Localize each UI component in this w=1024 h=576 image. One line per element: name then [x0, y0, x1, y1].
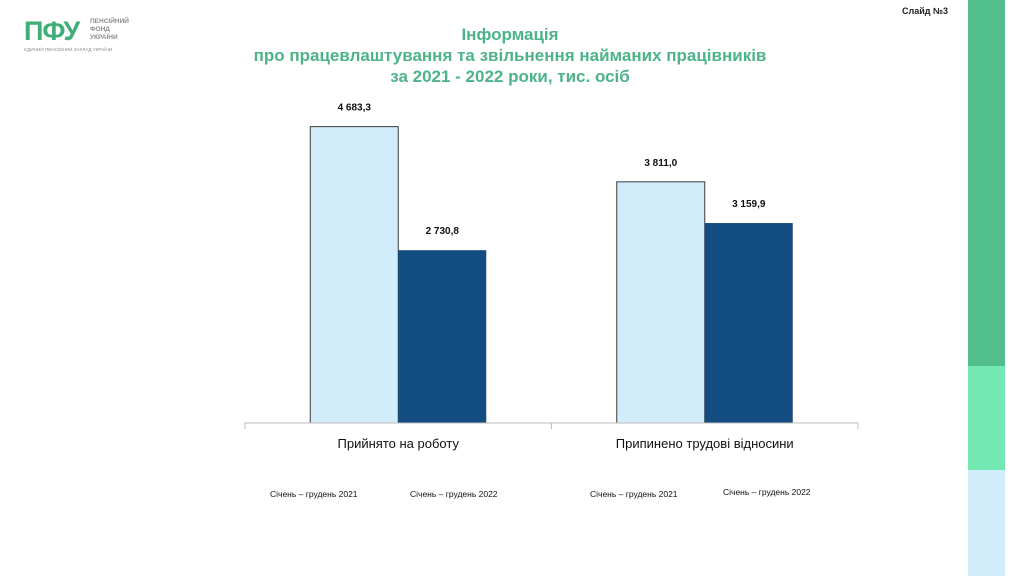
chart-title: Інформація про працевлаштування та звіль…: [210, 24, 810, 87]
legend-label-2021: Січень – грудень 2021: [270, 489, 358, 499]
category-label: Прийнято на роботу: [338, 436, 460, 451]
data-label: 3 159,9: [732, 199, 766, 210]
logo-subtitle: ЄДИНИЙ ПЕНСІЙНИЙ ЗАКЛАД УКРАЇНИ: [24, 47, 113, 52]
logo-word: ФОНД: [90, 26, 110, 33]
data-label: 3 811,0: [644, 158, 677, 169]
bar: [309, 126, 399, 424]
side-stripe-top: [968, 0, 1005, 366]
data-label: 2 730,8: [426, 226, 460, 237]
side-stripe-middle: [968, 366, 1005, 470]
bar: [398, 250, 487, 423]
bar: [616, 181, 706, 424]
logo-word: УКРАЇНИ: [90, 34, 118, 41]
data-label: 4 683,3: [338, 103, 372, 114]
pfu-logo: ПФУ ПЕНСІЙНИЙ ФОНД УКРАЇНИ ЄДИНИЙ ПЕНСІЙ…: [24, 16, 140, 56]
slide-number: Слайд №3: [901, 6, 948, 16]
logo-mark: ПФУ: [24, 16, 80, 46]
chart-title-line: Інформація: [461, 25, 559, 44]
category-label: Припинено трудові відносини: [616, 436, 794, 451]
legend-label-2021: Січень – грудень 2021: [590, 489, 678, 499]
chart-title-line: за 2021 - 2022 роки, тис. осіб: [390, 67, 630, 86]
legend-label-2022: Січень – грудень 2022: [723, 487, 811, 497]
logo-words: ПЕНСІЙНИЙ ФОНД УКРАЇНИ: [90, 18, 129, 42]
legend-label-2022: Січень – грудень 2022: [410, 489, 498, 499]
logo-word: ПЕНСІЙНИЙ: [90, 18, 129, 25]
bar: [704, 223, 793, 423]
chart-title-line: про працевлаштування та звільнення найма…: [253, 46, 767, 65]
side-stripe-bottom: [968, 470, 1005, 576]
